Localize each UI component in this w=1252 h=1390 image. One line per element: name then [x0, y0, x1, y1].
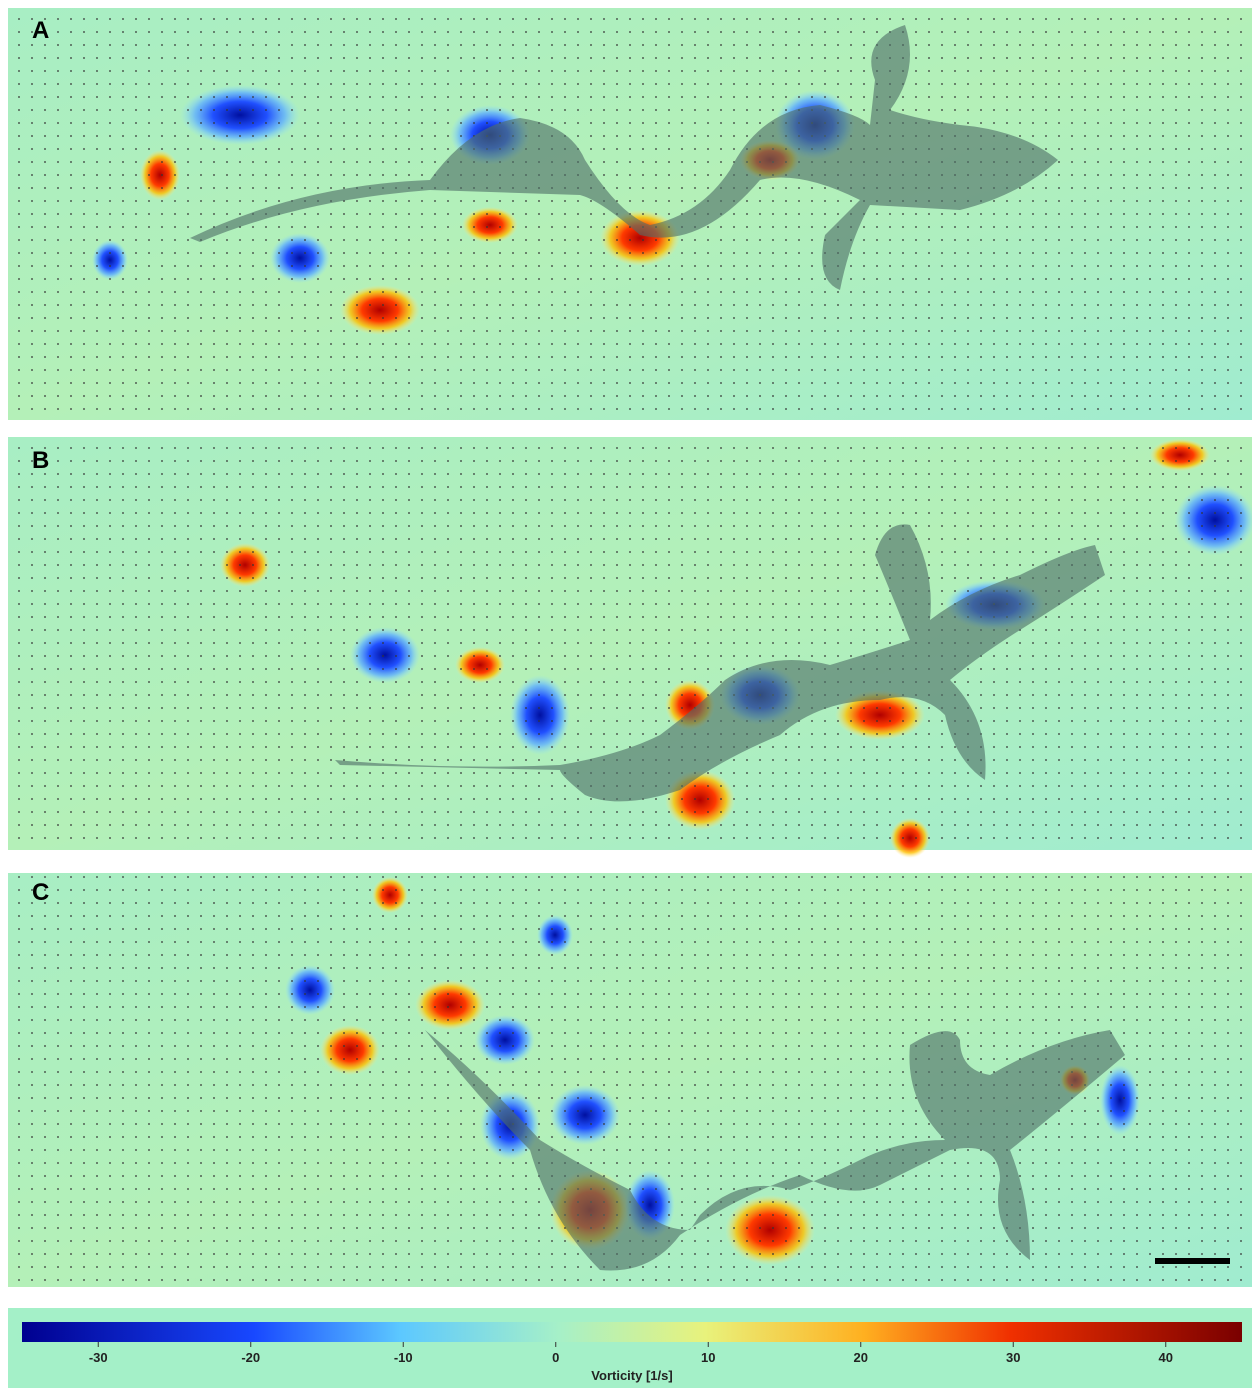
- panel-c: C: [8, 873, 1252, 1287]
- colorbar-scale: [22, 1322, 1242, 1342]
- tick-label: 20: [854, 1350, 868, 1365]
- scale-bar: [1155, 1258, 1230, 1264]
- panel-b: B: [8, 437, 1252, 858]
- tick-label: 30: [1006, 1350, 1020, 1365]
- tick-label: -10: [394, 1350, 413, 1365]
- panel-label: C: [32, 879, 49, 906]
- figure: A B C: [0, 0, 1252, 1390]
- colorbar-label: Vorticity [1/s]: [591, 1368, 672, 1383]
- colorbar: Vorticity [1/s] -30 -20 -10 0 10 20 30 40: [8, 1308, 1252, 1388]
- tick-label: 10: [701, 1350, 715, 1365]
- panel-label: A: [32, 17, 49, 44]
- tick-label: 0: [552, 1350, 559, 1365]
- tick-label: -20: [241, 1350, 260, 1365]
- panel-label: B: [32, 447, 49, 474]
- tick-label: 40: [1159, 1350, 1173, 1365]
- tick-label: -30: [89, 1350, 108, 1365]
- panel-a: A: [8, 8, 1252, 420]
